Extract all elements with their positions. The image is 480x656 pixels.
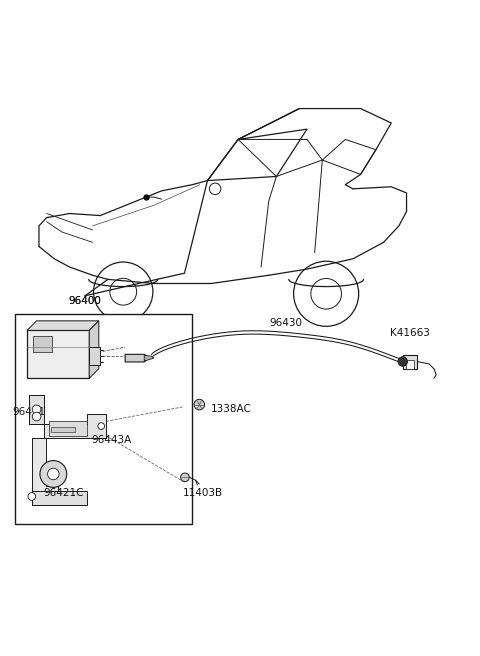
Text: 96430: 96430: [269, 318, 302, 328]
Circle shape: [209, 183, 221, 195]
Bar: [89, 346, 100, 365]
Text: 96443A: 96443A: [92, 436, 132, 445]
Polygon shape: [125, 354, 149, 362]
Polygon shape: [48, 421, 87, 436]
Text: 1338AC: 1338AC: [211, 404, 252, 415]
Text: K41663: K41663: [390, 327, 430, 338]
Bar: [33, 336, 52, 352]
Text: 11403B: 11403B: [182, 488, 223, 498]
Bar: [27, 331, 89, 379]
Circle shape: [32, 412, 41, 421]
Polygon shape: [32, 438, 58, 505]
Text: 96400: 96400: [68, 297, 101, 306]
Polygon shape: [89, 321, 99, 379]
Circle shape: [94, 262, 153, 321]
Polygon shape: [27, 321, 99, 331]
Text: 96421C: 96421C: [44, 488, 84, 498]
Circle shape: [28, 493, 36, 501]
Text: 96400: 96400: [68, 297, 101, 306]
Bar: [403, 356, 417, 369]
Polygon shape: [32, 491, 87, 505]
Circle shape: [32, 405, 41, 414]
Text: 96411: 96411: [12, 407, 46, 417]
Circle shape: [98, 422, 105, 430]
Circle shape: [194, 400, 204, 410]
Circle shape: [110, 278, 137, 305]
Polygon shape: [29, 395, 106, 438]
Bar: [15, 314, 192, 524]
Circle shape: [180, 473, 189, 482]
Circle shape: [40, 461, 67, 487]
Bar: [406, 360, 414, 369]
Circle shape: [398, 357, 408, 366]
Polygon shape: [29, 395, 44, 424]
Bar: [51, 426, 75, 432]
Polygon shape: [144, 356, 154, 361]
Circle shape: [48, 468, 59, 480]
Circle shape: [311, 278, 341, 309]
Circle shape: [294, 261, 359, 326]
